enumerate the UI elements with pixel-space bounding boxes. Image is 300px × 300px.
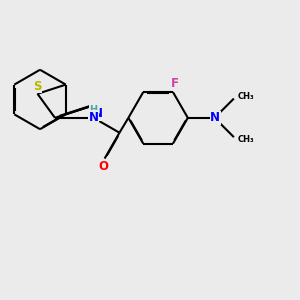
Text: O: O <box>98 160 108 173</box>
Text: N: N <box>88 111 99 124</box>
Text: S: S <box>33 80 42 93</box>
Text: N: N <box>210 111 220 124</box>
Text: H: H <box>89 104 98 115</box>
Text: N: N <box>93 107 103 120</box>
Text: F: F <box>170 77 178 90</box>
Text: CH₃: CH₃ <box>238 135 254 144</box>
Text: CH₃: CH₃ <box>238 92 254 100</box>
